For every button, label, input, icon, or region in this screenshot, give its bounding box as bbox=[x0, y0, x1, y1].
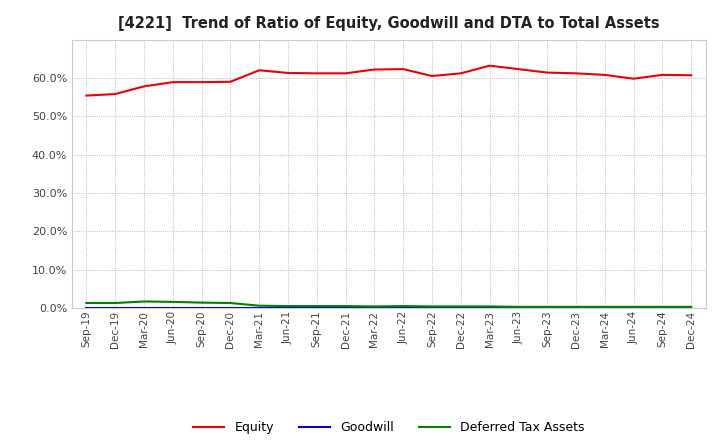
Deferred Tax Assets bbox=[341, 304, 350, 309]
Goodwill bbox=[370, 305, 379, 311]
Equity bbox=[284, 70, 292, 76]
Goodwill bbox=[543, 305, 552, 311]
Goodwill bbox=[140, 305, 148, 311]
Equity bbox=[572, 71, 580, 76]
Equity bbox=[312, 71, 321, 76]
Deferred Tax Assets bbox=[284, 304, 292, 309]
Goodwill bbox=[629, 305, 638, 311]
Deferred Tax Assets bbox=[543, 304, 552, 309]
Equity bbox=[370, 67, 379, 72]
Equity bbox=[687, 73, 696, 78]
Goodwill bbox=[284, 305, 292, 311]
Goodwill bbox=[687, 305, 696, 311]
Goodwill bbox=[428, 305, 436, 311]
Goodwill bbox=[399, 305, 408, 311]
Goodwill bbox=[82, 305, 91, 311]
Deferred Tax Assets bbox=[370, 304, 379, 309]
Legend: Equity, Goodwill, Deferred Tax Assets: Equity, Goodwill, Deferred Tax Assets bbox=[188, 416, 590, 439]
Deferred Tax Assets bbox=[255, 303, 264, 308]
Goodwill bbox=[514, 305, 523, 311]
Goodwill bbox=[658, 305, 667, 311]
Equity bbox=[168, 80, 177, 85]
Goodwill bbox=[600, 305, 609, 311]
Deferred Tax Assets bbox=[428, 304, 436, 309]
Deferred Tax Assets bbox=[629, 304, 638, 309]
Goodwill bbox=[572, 305, 580, 311]
Deferred Tax Assets bbox=[687, 304, 696, 309]
Equity bbox=[226, 79, 235, 84]
Equity bbox=[140, 84, 148, 89]
Deferred Tax Assets bbox=[111, 301, 120, 306]
Deferred Tax Assets bbox=[658, 304, 667, 309]
Goodwill bbox=[168, 305, 177, 311]
Goodwill bbox=[197, 305, 206, 311]
Deferred Tax Assets bbox=[572, 304, 580, 309]
Deferred Tax Assets bbox=[485, 304, 494, 309]
Equity bbox=[514, 66, 523, 72]
Deferred Tax Assets bbox=[312, 304, 321, 309]
Equity bbox=[543, 70, 552, 75]
Equity bbox=[456, 71, 465, 76]
Deferred Tax Assets bbox=[514, 304, 523, 309]
Deferred Tax Assets bbox=[140, 299, 148, 304]
Deferred Tax Assets bbox=[168, 299, 177, 304]
Equity bbox=[255, 68, 264, 73]
Goodwill bbox=[255, 305, 264, 311]
Deferred Tax Assets bbox=[82, 301, 91, 306]
Equity bbox=[399, 66, 408, 72]
Goodwill bbox=[226, 305, 235, 311]
Line: Equity: Equity bbox=[86, 66, 691, 95]
Goodwill bbox=[456, 305, 465, 311]
Equity bbox=[197, 80, 206, 85]
Goodwill bbox=[485, 305, 494, 311]
Goodwill bbox=[312, 305, 321, 311]
Equity bbox=[485, 63, 494, 68]
Equity bbox=[428, 73, 436, 79]
Equity bbox=[629, 76, 638, 81]
Title: [4221]  Trend of Ratio of Equity, Goodwill and DTA to Total Assets: [4221] Trend of Ratio of Equity, Goodwil… bbox=[118, 16, 660, 32]
Deferred Tax Assets bbox=[456, 304, 465, 309]
Goodwill bbox=[111, 305, 120, 311]
Goodwill bbox=[341, 305, 350, 311]
Equity bbox=[341, 71, 350, 76]
Deferred Tax Assets bbox=[399, 304, 408, 309]
Deferred Tax Assets bbox=[226, 301, 235, 306]
Line: Deferred Tax Assets: Deferred Tax Assets bbox=[86, 301, 691, 307]
Deferred Tax Assets bbox=[197, 300, 206, 305]
Deferred Tax Assets bbox=[600, 304, 609, 309]
Equity bbox=[658, 72, 667, 77]
Equity bbox=[600, 72, 609, 77]
Equity bbox=[82, 93, 91, 98]
Equity bbox=[111, 92, 120, 97]
